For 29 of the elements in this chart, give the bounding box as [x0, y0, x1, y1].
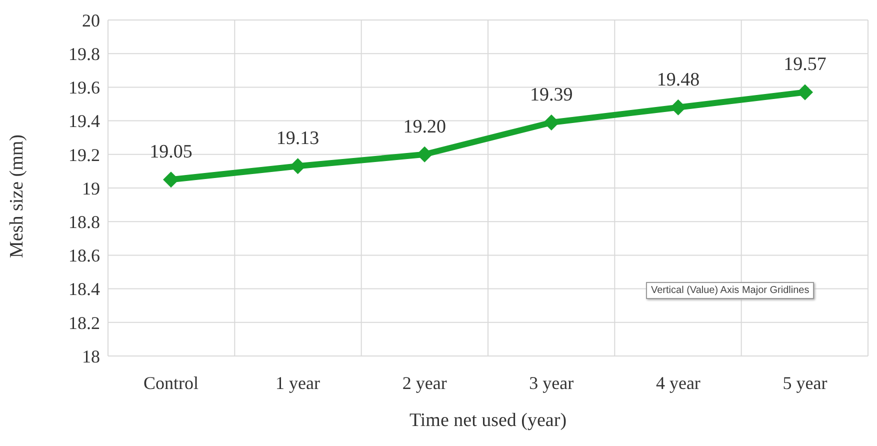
- y-tick-label: 19.6: [68, 78, 100, 98]
- point: [543, 114, 560, 130]
- x-axis-title: Time net used (year): [409, 410, 567, 431]
- y-tick-label: 19.2: [68, 144, 100, 165]
- data-label: 19.05: [150, 142, 192, 163]
- x-tick-label: Control: [143, 372, 199, 393]
- y-tick-label: 18.8: [68, 212, 100, 232]
- y-tick-label: 18.4: [68, 279, 100, 300]
- y-tick-label: 18: [82, 346, 100, 366]
- x-tick-label: 2 year: [402, 372, 447, 393]
- y-tick-label: 20: [82, 10, 100, 30]
- data-label: 19.39: [530, 84, 573, 106]
- y-tick-label: 19.8: [68, 44, 100, 64]
- annotation: Vertical (Value) Axis Major Gridlines: [646, 282, 814, 299]
- y-tick-label: 19: [82, 178, 100, 198]
- x-tick-label: 1 year: [276, 372, 320, 393]
- y-tick-label: 18.6: [68, 246, 100, 266]
- y-tick-label: 19.4: [68, 111, 100, 132]
- point: [163, 172, 179, 188]
- data-label: 19.13: [276, 128, 320, 150]
- x-tick-label: 4 year: [656, 372, 700, 393]
- x-tick-label: 5 year: [782, 372, 828, 393]
- y-axis-title: Mesh size (mm): [6, 134, 28, 258]
- y-tick-label: 18.2: [68, 312, 100, 333]
- data-label: 19.48: [656, 69, 700, 90]
- point: [797, 84, 813, 100]
- x-tick-label: 3 year: [529, 372, 574, 393]
- data-label: 19.57: [784, 54, 826, 76]
- data-label: 19.20: [403, 116, 446, 138]
